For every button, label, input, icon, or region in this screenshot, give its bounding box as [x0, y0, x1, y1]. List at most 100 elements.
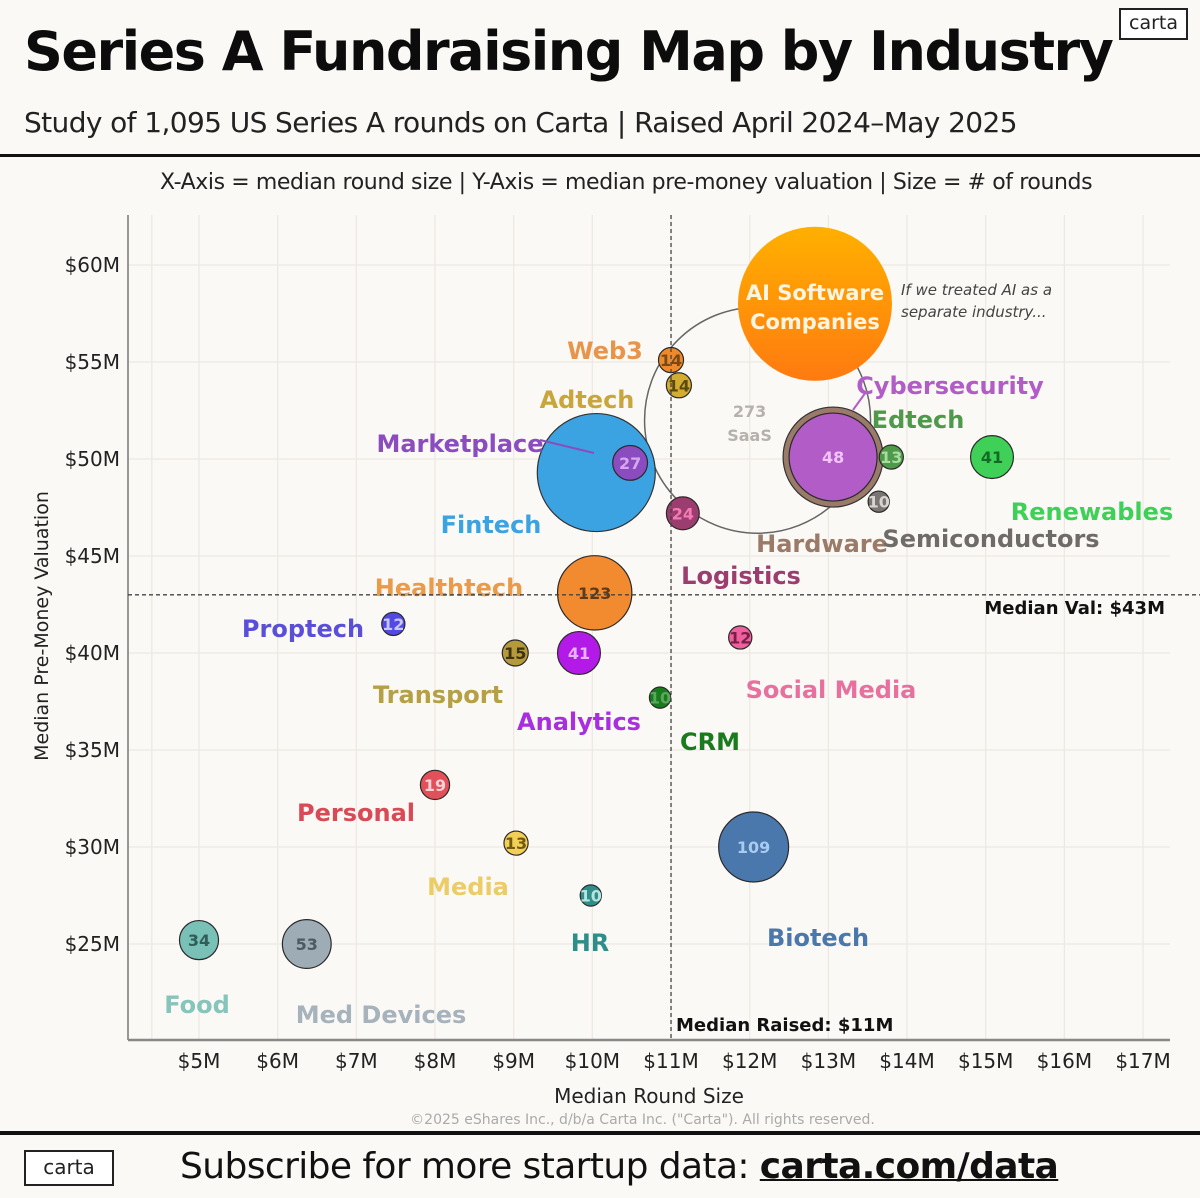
bubble-med-devices	[281, 919, 332, 969]
y-axis-title: Median Pre-Money Valuation	[31, 491, 53, 761]
bubble-count-adtech: 14	[668, 376, 690, 395]
bubble-healthtech	[556, 555, 633, 631]
x-tick-label: $6M	[256, 1049, 299, 1073]
bubble-count-med-devices: 53	[296, 935, 318, 954]
y-tick-label: $45M	[65, 544, 120, 568]
bubble-count-media: 13	[505, 834, 527, 853]
x-tick-label: $9M	[492, 1049, 535, 1073]
bubble-label-hardware: Hardware	[756, 530, 888, 558]
header-divider	[0, 154, 1200, 157]
bubble-proptech	[381, 611, 406, 637]
bubble-media	[503, 830, 529, 856]
bubble-logistics	[665, 496, 700, 531]
annotation-line2: separate industry...	[901, 303, 1047, 321]
y-tick-label: $50M	[65, 447, 120, 471]
median-val-label: Median Val: $43M	[984, 598, 1165, 619]
x-axis-title: Median Round Size	[554, 1084, 744, 1108]
bubble-label-adtech: Adtech	[540, 386, 635, 414]
subscribe-text: Subscribe for more startup data:	[180, 1146, 760, 1187]
bubble-hr	[579, 884, 602, 907]
bubble-label-logistics: Logistics	[681, 562, 801, 590]
bubble-count-hr: 10	[580, 887, 602, 906]
bubble-count-personal: 19	[424, 776, 446, 795]
bubble-label-healthtech: Healthtech	[375, 574, 523, 602]
x-tick-label: $12M	[722, 1049, 777, 1073]
bubble-label-food: Food	[164, 991, 230, 1019]
bubble-label-transport: Transport	[373, 681, 503, 709]
bubble-count-edtech: 13	[880, 448, 902, 467]
subscribe-link[interactable]: carta.com/data	[759, 1146, 1059, 1187]
bubble-label-social-media: Social Media	[746, 676, 917, 704]
bubble-count-semiconductors: 10	[868, 493, 890, 512]
bubble-count-marketplace: 27	[619, 454, 641, 473]
x-tick-label: $10M	[565, 1049, 620, 1073]
axes: $5M $6M $7M $8M $9M $10M $11M $12M $13M $14M $15M $…	[31, 215, 1171, 1108]
bubble-count-saas: 273	[733, 402, 766, 421]
bubble-count-proptech: 12	[382, 615, 404, 634]
x-tick-label: $17M	[1115, 1049, 1170, 1073]
bubble-label-marketplace: Marketplace	[376, 430, 543, 458]
bubble-label-renewables: Renewables	[1011, 498, 1173, 526]
bubble-food	[178, 919, 220, 961]
bubble-marketplace	[612, 444, 649, 481]
reference-lines: Median Raised: $11M Median Val: $43M	[128, 215, 1200, 1040]
bubble-count-transport: 15	[504, 644, 526, 663]
bubble-label-web3: Web3	[567, 337, 643, 365]
annotation-line1: If we treated AI as a	[901, 281, 1052, 299]
bubble-label-analytics: Analytics	[517, 708, 641, 736]
bubble-label-ai-line2: Companies	[750, 310, 880, 334]
axis-legend: X-Axis = median round size | Y-Axis = me…	[160, 170, 1093, 195]
bubble-crm	[648, 686, 672, 709]
cybersecurity-leader-line	[852, 391, 867, 411]
y-tick-label: $30M	[65, 835, 120, 859]
bubble-count-healthtech: 123	[578, 584, 611, 603]
grid	[128, 215, 1170, 1040]
bubble-renewables	[969, 435, 1015, 480]
bubble-cybersecurity	[788, 412, 878, 502]
bubble-label-ai-line1: AI Software	[746, 281, 884, 305]
x-tick-label: $7M	[335, 1049, 378, 1073]
bubble-label-biotech: Biotech	[767, 924, 869, 952]
y-tick-label: $40M	[65, 641, 120, 665]
bubble-social-media	[728, 625, 753, 650]
bubble-fintech	[536, 412, 656, 533]
bubble-label-cybersecurity: Cybersecurity	[856, 372, 1044, 400]
bubble-count-crm: 10	[649, 689, 671, 708]
bubble-label-proptech: Proptech	[242, 615, 364, 643]
median-raised-label: Median Raised: $11M	[676, 1015, 893, 1036]
bubble-count-food: 34	[188, 931, 210, 950]
footer-divider	[0, 1131, 1200, 1135]
page-subtitle: Study of 1,095 US Series A rounds on Car…	[24, 106, 1018, 139]
bubble-count-analytics: 41	[568, 644, 590, 663]
bubbles	[178, 226, 1015, 969]
x-tick-label: $16M	[1037, 1049, 1092, 1073]
marketplace-leader-line	[539, 439, 595, 454]
bubble-count-cybersecurity: 48	[822, 448, 844, 467]
subscribe-cta: Subscribe for more startup data: carta.c…	[180, 1146, 1059, 1187]
y-tick-label: $60M	[65, 253, 120, 277]
carta-logo-footer: carta	[24, 1150, 114, 1186]
bubble-label-med-devices: Med Devices	[296, 1001, 467, 1029]
bubble-label-saas: SaaS	[727, 426, 772, 445]
bubble-count-renewables: 41	[981, 448, 1003, 467]
bubble-biotech	[718, 811, 790, 883]
y-tick-label: $55M	[65, 350, 120, 374]
bubble-label-semiconductors: Semiconductors	[882, 525, 1099, 553]
bubble-semiconductors	[867, 490, 890, 513]
bubble-label-fintech: Fintech	[441, 511, 542, 539]
bubble-labels: 273 SaaS AI Software Companies If we treated…	[164, 281, 1173, 1029]
bubble-label-crm: CRM	[680, 728, 740, 756]
y-tick-label: $35M	[65, 738, 120, 762]
bubble-label-media: Media	[427, 873, 509, 901]
copyright: ©2025 eShares Inc., d/b/a Carta Inc. ("C…	[410, 1112, 875, 1128]
bubble-count-web3: 14	[660, 351, 682, 370]
carta-logo: carta	[1119, 8, 1188, 40]
bubble-label-hr: HR	[571, 929, 610, 957]
bubble-analytics	[556, 630, 602, 676]
bubble-count-social-media: 12	[729, 628, 751, 647]
bubble-ai-software-companies	[737, 226, 892, 381]
bubble-adtech	[665, 372, 693, 399]
bubble-count-logistics: 24	[672, 504, 694, 523]
page-title: Series A Fundraising Map by Industry	[24, 20, 1114, 83]
